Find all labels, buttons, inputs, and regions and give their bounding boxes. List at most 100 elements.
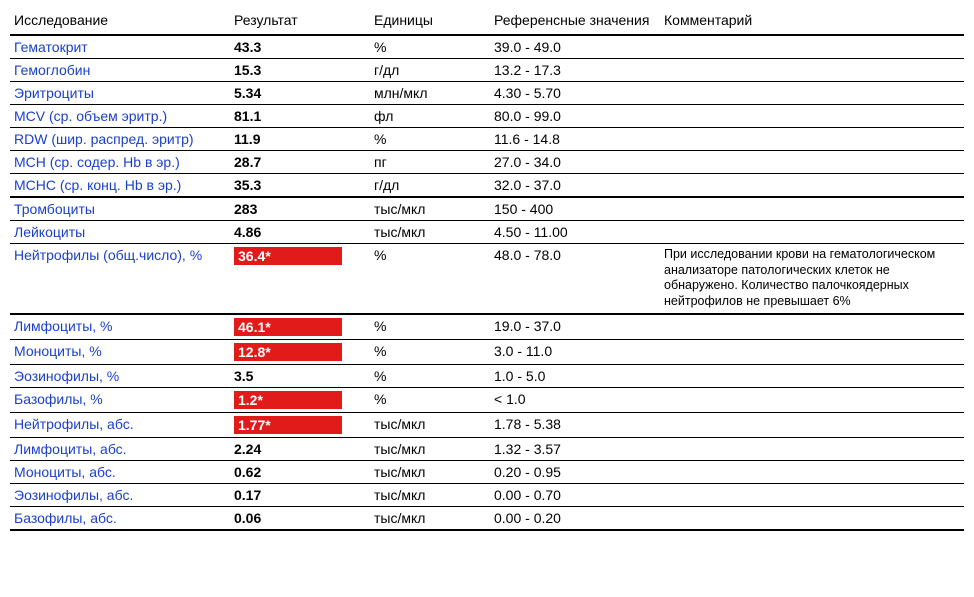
- table-row: Нейтрофилы (общ.число), % 36.4*%48.0 - 78…: [10, 244, 964, 314]
- test-name[interactable]: Лимфоциты, абс.: [14, 441, 127, 457]
- result-flagged: 12.8*: [234, 343, 342, 361]
- header-reference: Референсные значения: [490, 8, 660, 35]
- test-name[interactable]: RDW (шир. распред. эритр): [14, 131, 194, 147]
- comment: [660, 460, 964, 483]
- table-row: Моноциты, абс.0.62тыс/мкл0.20 - 0.95: [10, 460, 964, 483]
- table-row: Лейкоциты4.86тыс/мкл4.50 - 11.00: [10, 221, 964, 244]
- test-name[interactable]: Эозинофилы, абс.: [14, 487, 133, 503]
- test-name[interactable]: MCHC (ср. конц. Hb в эр.): [14, 177, 181, 193]
- table-row: RDW (шир. распред. эритр) 11.9%11.6 - 14.…: [10, 128, 964, 151]
- test-name[interactable]: Базофилы, %: [14, 391, 103, 407]
- comment: [660, 339, 964, 364]
- units: %: [370, 339, 490, 364]
- units: г/дл: [370, 59, 490, 82]
- header-comment: Комментарий: [660, 8, 964, 35]
- units: тыс/мкл: [370, 412, 490, 437]
- result-value: 2.24: [234, 441, 261, 457]
- result-value: 35.3: [234, 177, 261, 193]
- test-name[interactable]: Гематокрит: [14, 39, 88, 55]
- result-flagged: 1.2*: [234, 391, 342, 409]
- test-name[interactable]: Тромбоциты: [14, 201, 95, 217]
- comment: [660, 128, 964, 151]
- comment: [660, 364, 964, 387]
- table-row: MCH (ср. содер. Hb в эр.) 28.7 пг27.0 - 34…: [10, 151, 964, 174]
- reference-range: 80.0 - 99.0: [490, 105, 660, 128]
- table-row: Моноциты, % 12.8*%3.0 - 11.0: [10, 339, 964, 364]
- table-row: Эритроциты5.34млн/мкл4.30 - 5.70: [10, 82, 964, 105]
- result-value: 3.5: [234, 368, 253, 384]
- test-name[interactable]: Базофилы, абс.: [14, 510, 117, 526]
- result-value: 5.34: [234, 85, 261, 101]
- comment: [660, 35, 964, 59]
- reference-range: 1.32 - 3.57: [490, 437, 660, 460]
- reference-range: 1.0 - 5.0: [490, 364, 660, 387]
- comment: [660, 82, 964, 105]
- result-value: 81.1: [234, 108, 261, 124]
- test-name[interactable]: MCV (ср. объем эритр.): [14, 108, 167, 124]
- table-row: Гематокрит43.3%39.0 - 49.0: [10, 35, 964, 59]
- result-value: 0.17: [234, 487, 261, 503]
- table-row: Лимфоциты, абс. 2.24 тыс/мкл1.32 - 3.57: [10, 437, 964, 460]
- comment: [660, 151, 964, 174]
- result-flagged: 36.4*: [234, 247, 342, 265]
- result-value: 283: [234, 201, 257, 217]
- result-flagged: 46.1*: [234, 318, 342, 336]
- test-name[interactable]: Моноциты, абс.: [14, 464, 116, 480]
- table-row: Эозинофилы, абс. 0.17 тыс/мкл0.00 - 0.70: [10, 483, 964, 506]
- result-flagged: 1.77*: [234, 416, 342, 434]
- units: тыс/мкл: [370, 506, 490, 530]
- units: тыс/мкл: [370, 437, 490, 460]
- reference-range: 27.0 - 34.0: [490, 151, 660, 174]
- comment: [660, 314, 964, 340]
- units: %: [370, 387, 490, 412]
- test-name[interactable]: Нейтрофилы, абс.: [14, 416, 134, 432]
- lab-results-table: Исследование Результат Единицы Референсн…: [10, 8, 964, 531]
- table-row: Гемоглобин15.3г/дл13.2 - 17.3: [10, 59, 964, 82]
- comment: [660, 221, 964, 244]
- header-test: Исследование: [10, 8, 230, 35]
- comment: [660, 197, 964, 221]
- units: фл: [370, 105, 490, 128]
- reference-range: 13.2 - 17.3: [490, 59, 660, 82]
- test-name[interactable]: Нейтрофилы (общ.число), %: [14, 247, 202, 263]
- result-value: 0.62: [234, 464, 261, 480]
- units: %: [370, 35, 490, 59]
- reference-range: 0.20 - 0.95: [490, 460, 660, 483]
- comment: [660, 174, 964, 198]
- table-row: Базофилы, абс.0.06тыс/мкл0.00 - 0.20: [10, 506, 964, 530]
- test-name[interactable]: Эозинофилы, %: [14, 368, 119, 384]
- units: г/дл: [370, 174, 490, 198]
- table-row: Нейтрофилы, абс. 1.77* тыс/мкл1.78 - 5.38: [10, 412, 964, 437]
- result-value: 11.9: [234, 131, 260, 147]
- units: тыс/мкл: [370, 221, 490, 244]
- header-result: Результат: [230, 8, 370, 35]
- test-name[interactable]: Лимфоциты, %: [14, 318, 112, 334]
- test-name[interactable]: Гемоглобин: [14, 62, 90, 78]
- table-row: MCHC (ср. конц. Hb в эр.) 35.3 г/дл32.0 - …: [10, 174, 964, 198]
- reference-range: 0.00 - 0.70: [490, 483, 660, 506]
- reference-range: 11.6 - 14.8: [490, 128, 660, 151]
- reference-range: 19.0 - 37.0: [490, 314, 660, 340]
- units: %: [370, 364, 490, 387]
- table-row: Базофилы, %1.2*%< 1.0: [10, 387, 964, 412]
- reference-range: 32.0 - 37.0: [490, 174, 660, 198]
- test-name[interactable]: Моноциты, %: [14, 343, 102, 359]
- reference-range: 150 - 400: [490, 197, 660, 221]
- units: %: [370, 128, 490, 151]
- comment: [660, 105, 964, 128]
- result-value: 28.7: [234, 154, 261, 170]
- test-name[interactable]: Эритроциты: [14, 85, 94, 101]
- comment: [660, 506, 964, 530]
- test-name[interactable]: MCH (ср. содер. Hb в эр.): [14, 154, 180, 170]
- reference-range: 1.78 - 5.38: [490, 412, 660, 437]
- units: пг: [370, 151, 490, 174]
- reference-range: 48.0 - 78.0: [490, 244, 660, 314]
- reference-range: 3.0 - 11.0: [490, 339, 660, 364]
- units: тыс/мкл: [370, 483, 490, 506]
- units: тыс/мкл: [370, 197, 490, 221]
- comment: При исследовании крови на гематологическ…: [660, 244, 964, 314]
- units: %: [370, 244, 490, 314]
- table-row: MCV (ср. объем эритр.) 81.1 фл80.0 - 99.0: [10, 105, 964, 128]
- test-name[interactable]: Лейкоциты: [14, 224, 85, 240]
- comment: [660, 387, 964, 412]
